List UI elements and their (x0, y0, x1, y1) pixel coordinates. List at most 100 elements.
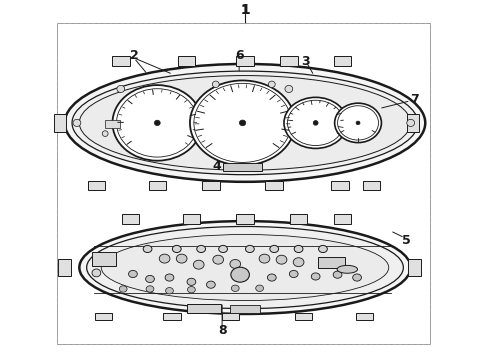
Ellipse shape (240, 120, 245, 126)
Ellipse shape (333, 271, 342, 278)
FancyBboxPatch shape (187, 304, 220, 313)
Ellipse shape (284, 97, 347, 148)
Ellipse shape (172, 246, 181, 252)
FancyBboxPatch shape (230, 305, 260, 313)
FancyBboxPatch shape (294, 312, 312, 320)
FancyBboxPatch shape (58, 258, 71, 276)
Ellipse shape (268, 274, 276, 281)
Ellipse shape (219, 246, 227, 252)
Ellipse shape (194, 84, 291, 162)
FancyBboxPatch shape (221, 312, 239, 320)
Ellipse shape (119, 286, 127, 292)
Ellipse shape (128, 270, 137, 278)
Ellipse shape (338, 106, 378, 140)
FancyBboxPatch shape (236, 56, 254, 66)
Ellipse shape (197, 246, 205, 252)
FancyBboxPatch shape (148, 181, 166, 190)
Ellipse shape (270, 246, 279, 252)
FancyBboxPatch shape (363, 181, 380, 190)
Ellipse shape (101, 234, 389, 301)
Text: 5: 5 (402, 234, 411, 247)
Ellipse shape (159, 254, 170, 263)
Ellipse shape (190, 81, 295, 165)
FancyBboxPatch shape (334, 214, 351, 224)
Ellipse shape (117, 89, 198, 157)
FancyBboxPatch shape (334, 56, 351, 66)
FancyBboxPatch shape (223, 163, 262, 171)
FancyBboxPatch shape (202, 181, 220, 190)
Text: 2: 2 (129, 49, 138, 62)
Ellipse shape (335, 103, 381, 143)
FancyBboxPatch shape (105, 120, 120, 128)
FancyBboxPatch shape (178, 56, 196, 66)
Text: 4: 4 (213, 160, 221, 173)
FancyBboxPatch shape (54, 114, 66, 132)
Text: 6: 6 (235, 49, 244, 62)
Ellipse shape (212, 81, 219, 87)
Ellipse shape (356, 121, 360, 125)
Ellipse shape (92, 269, 101, 277)
Text: 3: 3 (301, 55, 310, 68)
FancyBboxPatch shape (92, 252, 116, 266)
FancyBboxPatch shape (112, 56, 129, 66)
Ellipse shape (113, 85, 202, 161)
FancyBboxPatch shape (163, 312, 181, 320)
Ellipse shape (79, 221, 411, 314)
FancyBboxPatch shape (95, 312, 113, 320)
FancyBboxPatch shape (236, 214, 254, 224)
Ellipse shape (337, 265, 358, 273)
Ellipse shape (294, 246, 303, 252)
Ellipse shape (353, 274, 362, 281)
FancyBboxPatch shape (407, 114, 419, 132)
Ellipse shape (143, 246, 152, 252)
Ellipse shape (102, 131, 108, 136)
FancyBboxPatch shape (331, 181, 349, 190)
Ellipse shape (293, 258, 304, 267)
FancyBboxPatch shape (280, 56, 297, 66)
Ellipse shape (231, 285, 239, 292)
Ellipse shape (194, 260, 204, 269)
Ellipse shape (256, 285, 264, 292)
Ellipse shape (285, 85, 293, 93)
Text: 1: 1 (240, 3, 250, 17)
FancyBboxPatch shape (183, 214, 200, 224)
Ellipse shape (117, 85, 124, 93)
Ellipse shape (288, 100, 344, 145)
Ellipse shape (206, 281, 215, 288)
Ellipse shape (146, 286, 154, 292)
Ellipse shape (318, 246, 327, 252)
FancyBboxPatch shape (356, 312, 373, 320)
Text: 8: 8 (218, 324, 226, 337)
Ellipse shape (269, 81, 275, 87)
Text: 7: 7 (410, 93, 419, 106)
Ellipse shape (154, 120, 160, 126)
FancyBboxPatch shape (290, 214, 307, 224)
Ellipse shape (187, 278, 196, 285)
FancyBboxPatch shape (122, 214, 139, 224)
FancyBboxPatch shape (408, 258, 421, 276)
Ellipse shape (245, 246, 254, 252)
Ellipse shape (166, 288, 173, 294)
Ellipse shape (79, 76, 411, 170)
Ellipse shape (231, 267, 249, 282)
Ellipse shape (165, 274, 174, 281)
Ellipse shape (259, 254, 270, 263)
Ellipse shape (146, 275, 154, 283)
FancyBboxPatch shape (88, 181, 105, 190)
Ellipse shape (289, 270, 298, 278)
Ellipse shape (72, 71, 418, 175)
Ellipse shape (73, 119, 81, 126)
Ellipse shape (213, 255, 223, 264)
FancyBboxPatch shape (266, 181, 283, 190)
Ellipse shape (65, 64, 425, 182)
Ellipse shape (188, 287, 196, 293)
Text: 1: 1 (241, 4, 249, 17)
Ellipse shape (87, 226, 403, 309)
Ellipse shape (311, 273, 320, 280)
Ellipse shape (230, 260, 241, 269)
Ellipse shape (407, 119, 415, 126)
Ellipse shape (313, 121, 318, 125)
Ellipse shape (176, 254, 187, 263)
FancyBboxPatch shape (318, 257, 345, 267)
Ellipse shape (276, 255, 287, 264)
